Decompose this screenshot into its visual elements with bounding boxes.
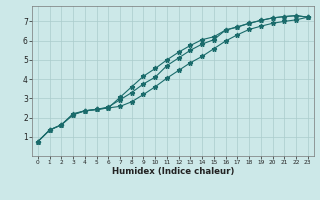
X-axis label: Humidex (Indice chaleur): Humidex (Indice chaleur) (112, 167, 234, 176)
